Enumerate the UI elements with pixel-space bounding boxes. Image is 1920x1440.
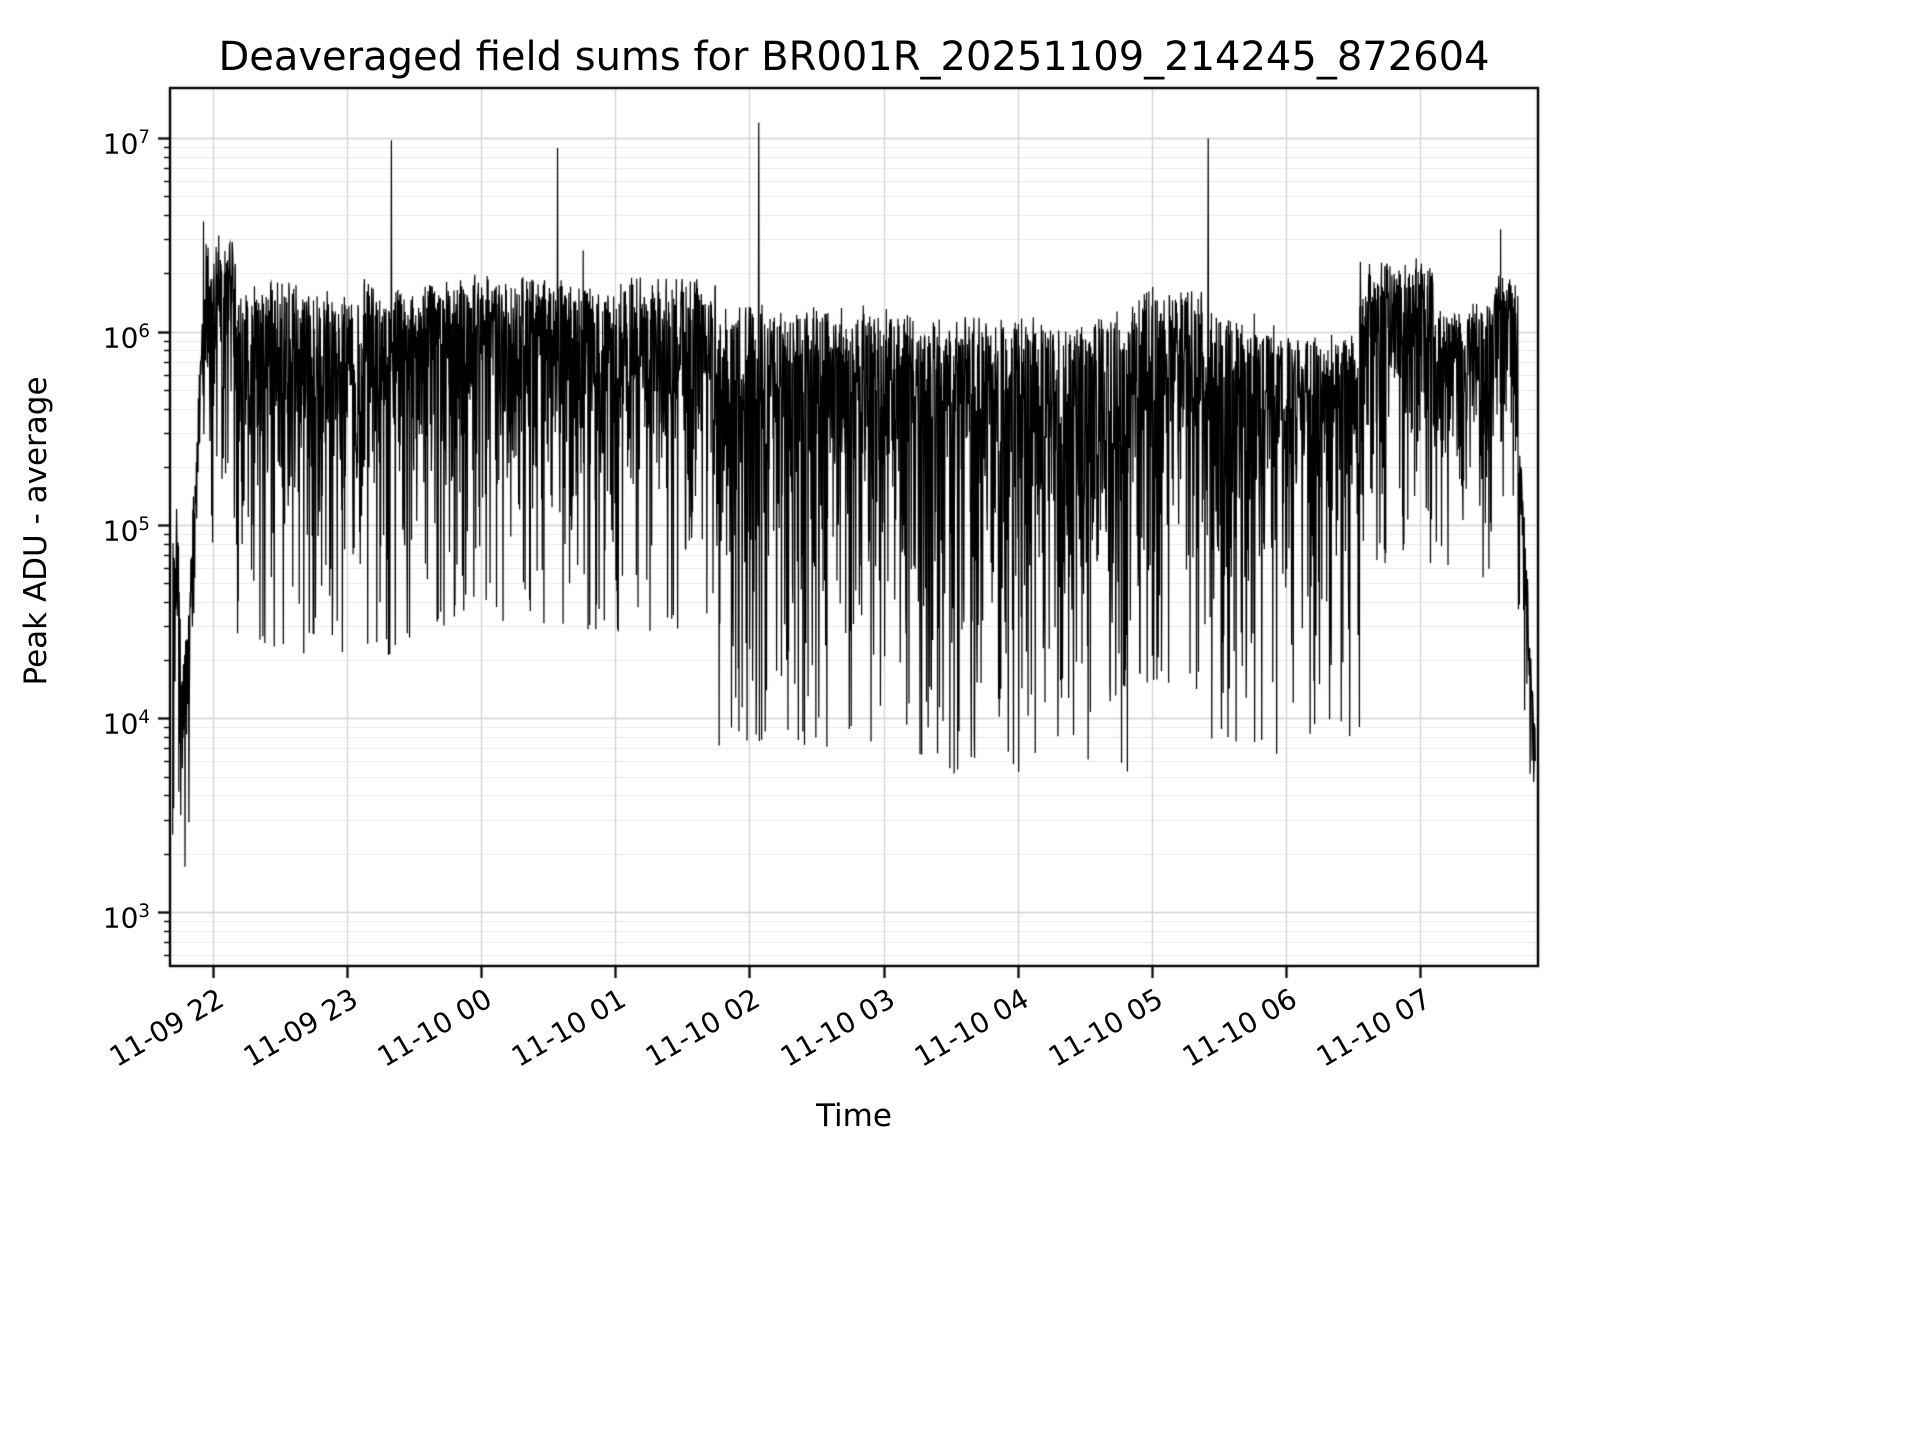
x-axis-label: Time	[816, 1098, 892, 1134]
y-tick-label: 105	[102, 514, 150, 548]
y-tick-label: 104	[102, 707, 150, 741]
y-tick-label: 107	[102, 127, 150, 161]
chart-title: Deaveraged field sums for BR001R_2025110…	[218, 34, 1490, 80]
y-tick-label: 106	[102, 320, 150, 354]
y-tick-label: 103	[102, 900, 150, 935]
